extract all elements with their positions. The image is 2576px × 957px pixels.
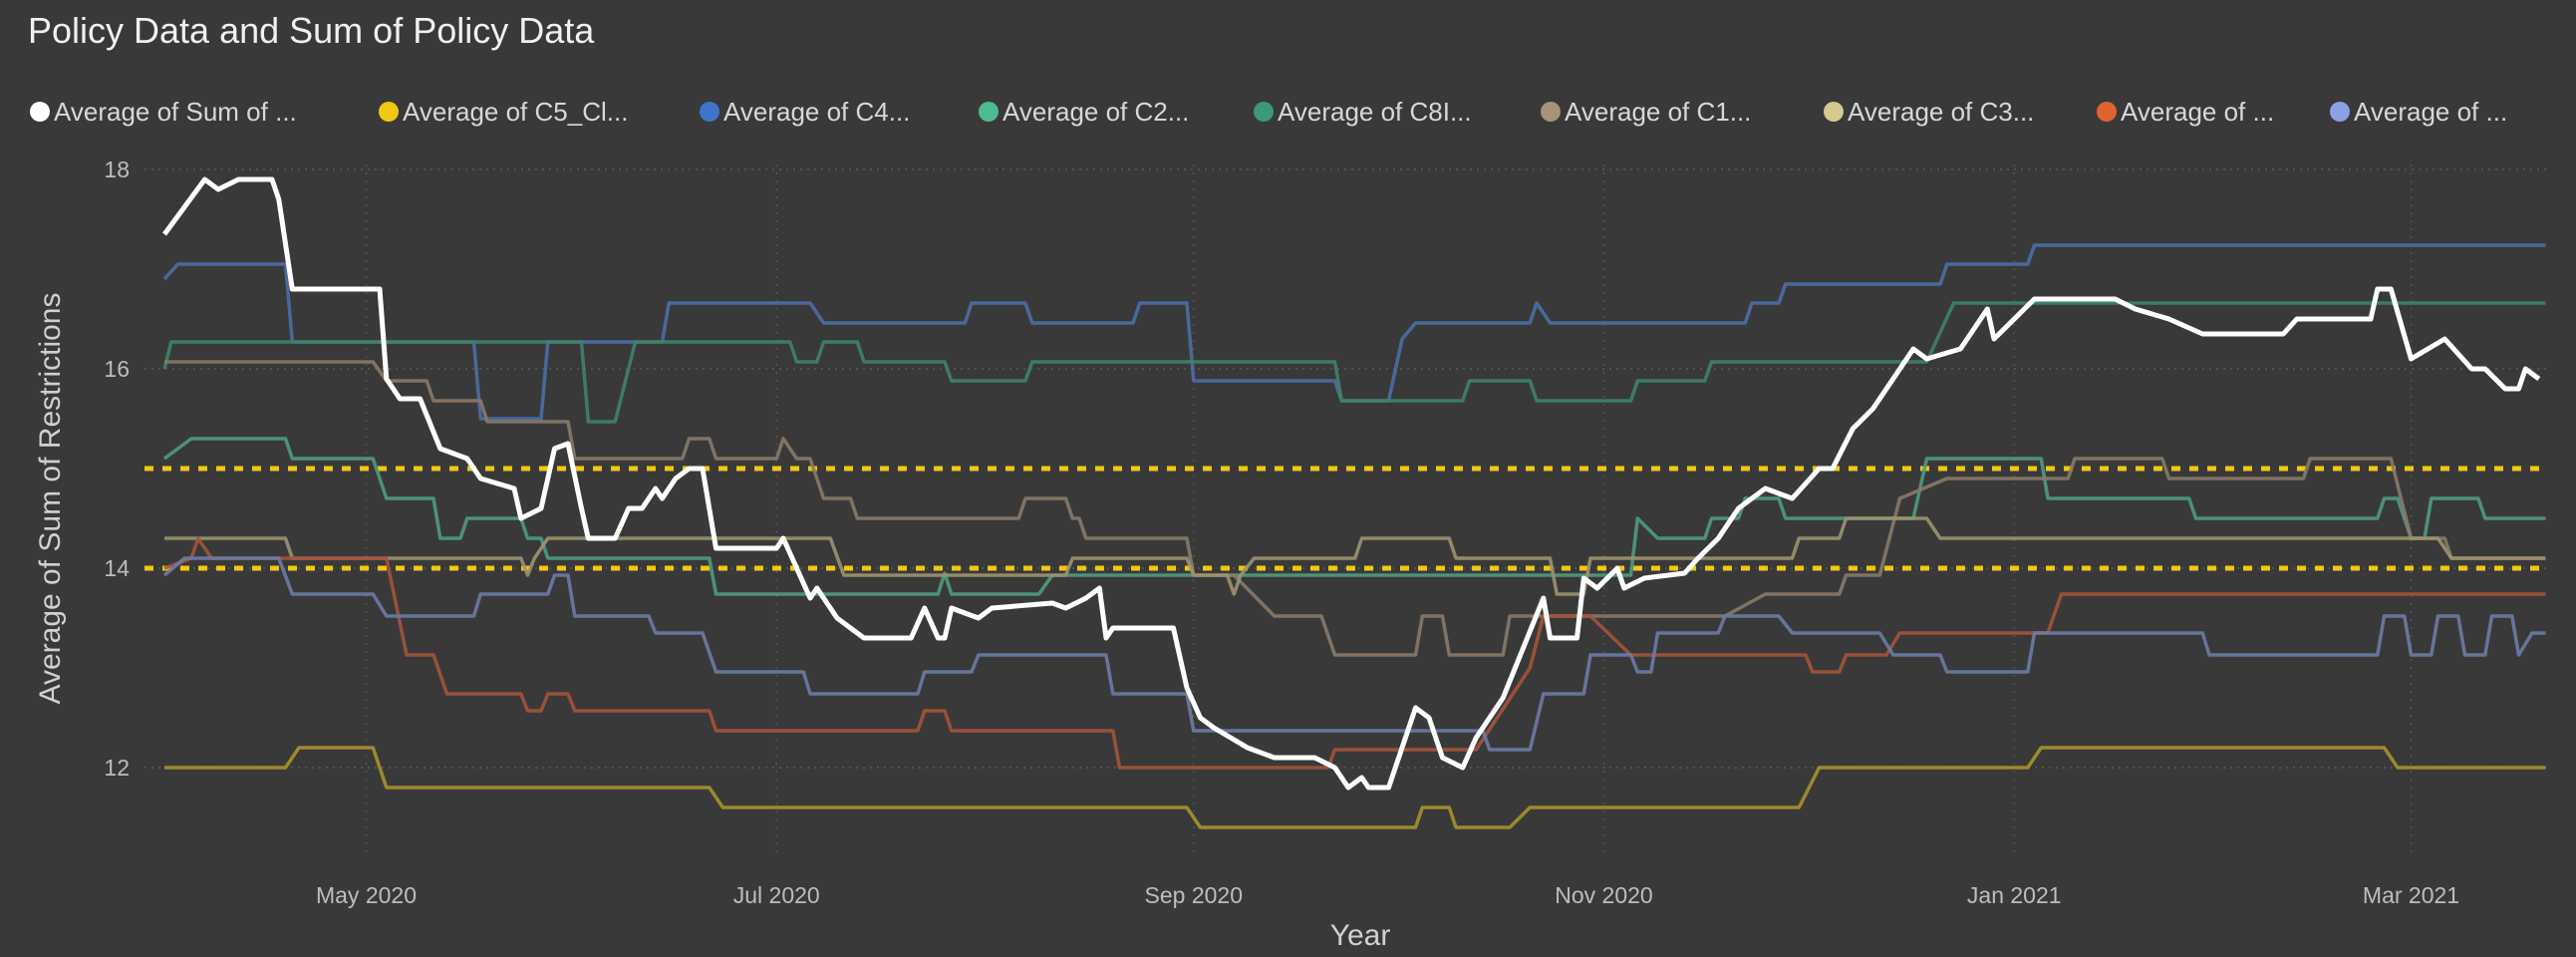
legend-item-sum[interactable]: Average of Sum of ... [30, 95, 297, 129]
legend-item-c2[interactable]: Average of C2... [979, 95, 1189, 129]
series-lines [161, 176, 2546, 829]
legend-label: Average of ... [2354, 96, 2508, 127]
legend-label: Average of C5_Cl... [403, 96, 629, 127]
legend-label: Average of C3... [1848, 96, 2035, 127]
legend-item-c3[interactable]: Average of C3... [1824, 95, 2034, 129]
series-line-4[interactable] [162, 301, 2546, 424]
legend-label: Average of C2... [1002, 96, 1190, 127]
series-line-6[interactable] [164, 516, 2546, 596]
legend-label: Average of ... [2121, 96, 2275, 127]
series-line-8[interactable] [162, 556, 2546, 752]
y-tick-label: 18 [104, 157, 130, 182]
x-tick-label: Jan 2021 [1967, 882, 2062, 908]
series-line-5[interactable] [164, 360, 2546, 657]
legend-item-c1[interactable]: Average of C1... [1541, 95, 1751, 129]
y-tick-label: 12 [104, 755, 130, 781]
reference-lines [144, 466, 2546, 571]
series-line-7[interactable] [163, 536, 2546, 770]
y-tick-label: 14 [104, 555, 130, 581]
legend-label: Average of C4... [723, 96, 911, 127]
series-line-2[interactable] [162, 243, 2546, 421]
x-tick-label: May 2020 [316, 882, 417, 908]
legend-item-orange[interactable]: Average of ... [2097, 95, 2274, 129]
legend-item-periwinkle[interactable]: Average of ... [2330, 95, 2507, 129]
series-line-1[interactable] [164, 746, 2546, 829]
legend-dot-icon [700, 102, 719, 122]
x-tick-label: Nov 2020 [1555, 882, 1652, 908]
x-tick-label: Jul 2020 [733, 882, 820, 908]
legend-label: Average of Sum of ... [54, 96, 297, 127]
gridlines [144, 164, 2546, 857]
legend-label: Average of C1... [1565, 96, 1752, 127]
legend-dot-icon [1254, 102, 1274, 122]
legend-item-c4[interactable]: Average of C4... [700, 95, 910, 129]
series-line-0[interactable] [161, 176, 2541, 791]
legend-item-c5[interactable]: Average of C5_Cl... [379, 95, 628, 129]
legend-dot-icon [979, 102, 999, 122]
series-line-3[interactable] [162, 437, 2546, 596]
x-axis-title: Year [1330, 919, 1391, 952]
axis-ticks: 12 14 16 18 May 2020 Jul 2020 Sep 2020 Nov 2020… [104, 157, 2459, 908]
y-axis-title: Average of Sum of Restrictions [34, 293, 67, 705]
legend-dot-icon [379, 102, 399, 122]
legend-dot-icon [2097, 102, 2117, 122]
legend-dot-icon [2330, 102, 2350, 122]
x-tick-label: Sep 2020 [1145, 882, 1243, 908]
chart-title: Policy Data and Sum of Policy Data [28, 10, 595, 51]
legend-dot-icon [1824, 102, 1844, 122]
y-tick-label: 16 [104, 356, 130, 382]
legend-dot-icon [30, 102, 50, 122]
legend-item-c8i[interactable]: Average of C8I... [1254, 95, 1472, 129]
legend-label: Average of C8I... [1278, 96, 1472, 127]
legend-dot-icon [1541, 102, 1561, 122]
x-tick-label: Mar 2021 [2363, 882, 2459, 908]
